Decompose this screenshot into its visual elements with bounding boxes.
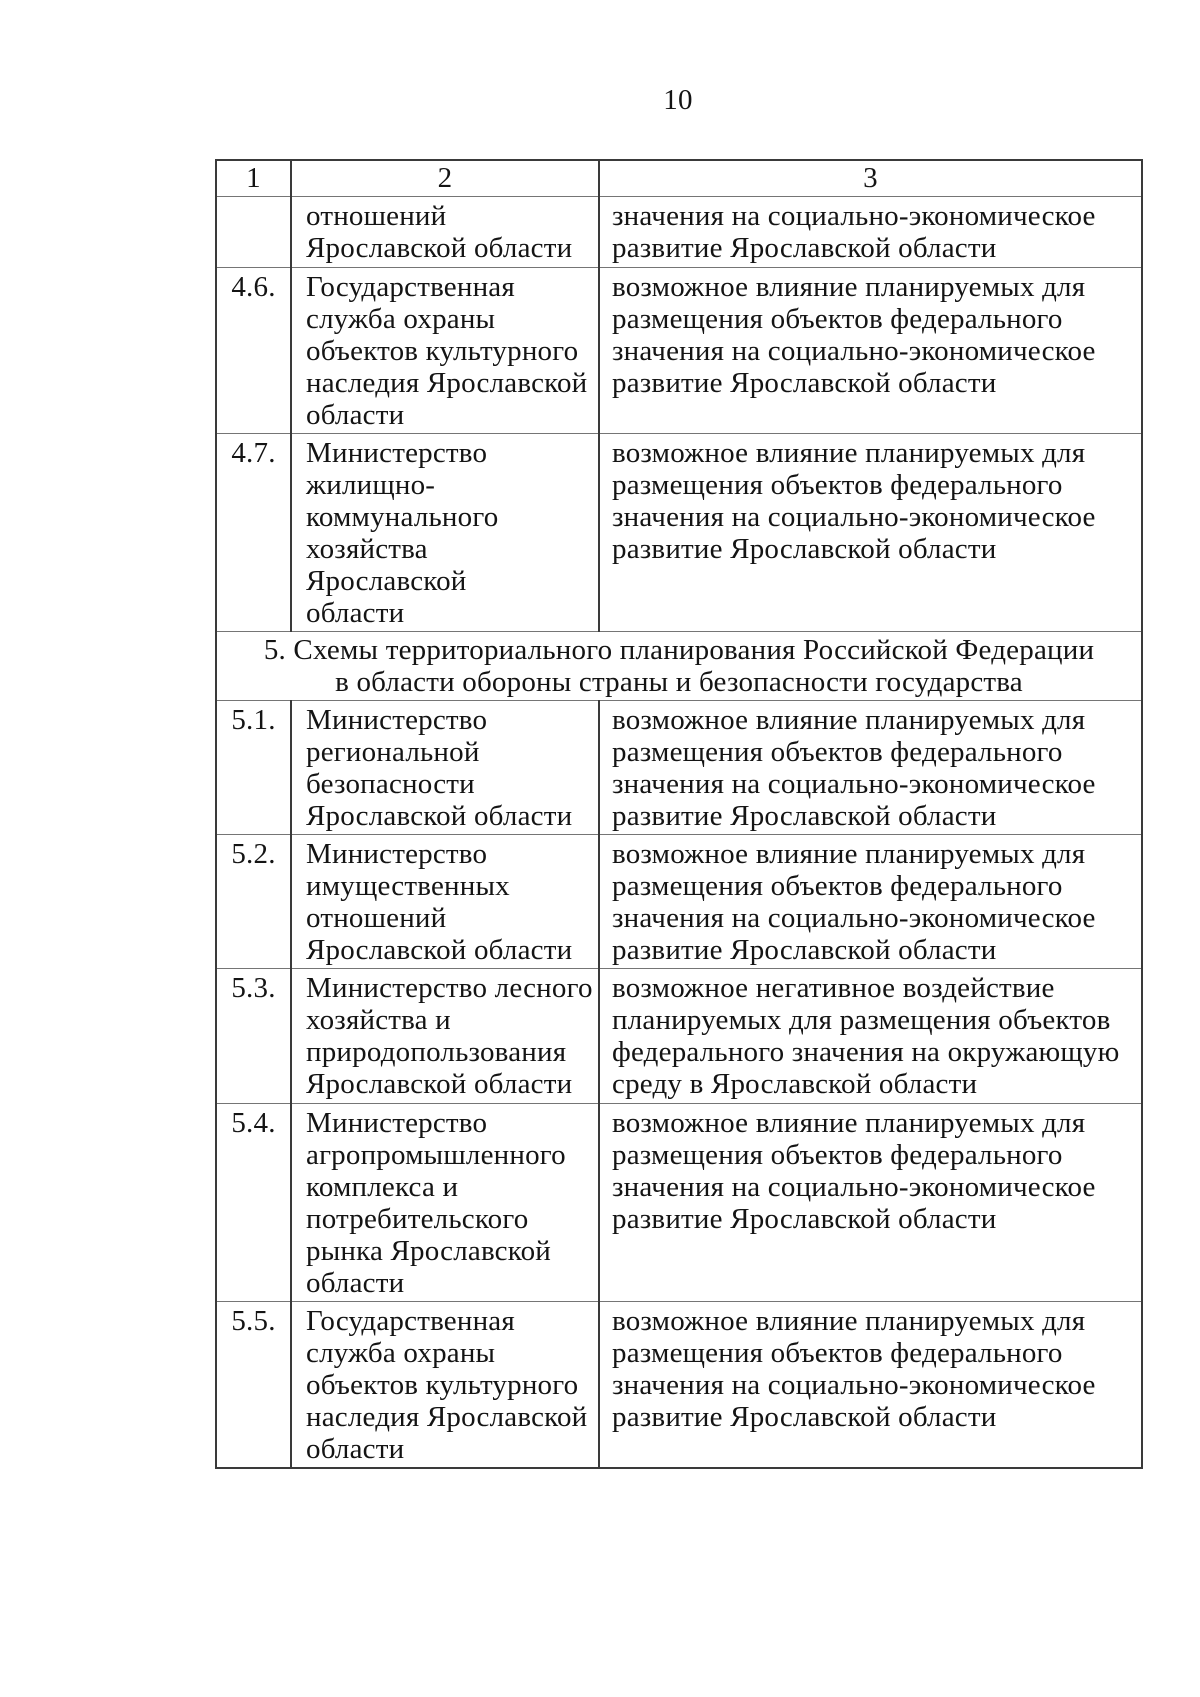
page-table: 1 2 3 отношений Ярославской области знач… [215, 159, 1143, 1469]
impact-cell: возможное влияние планируемых для размещ… [598, 1103, 1143, 1302]
row-number-cell: 5.1. [215, 700, 292, 835]
organization-cell: Министерство лесного хозяйства и природо… [290, 968, 600, 1104]
impact-cell: возможное влияние планируемых для размещ… [598, 433, 1143, 632]
table-row: 4.7. Министерство жилищно- коммунального… [215, 433, 1143, 632]
table-row: 4.6. Государственная служба охраны объек… [215, 267, 1143, 434]
row-number-cell: 5.3. [215, 968, 292, 1104]
table-row: 5.1. Министерство региональной безопасно… [215, 700, 1143, 835]
section-header-row: 5. Схемы территориального планирования Р… [215, 631, 1143, 701]
section-header-cell: 5. Схемы территориального планирования Р… [215, 631, 1143, 701]
impact-cell: возможное негативное воздействие планиру… [598, 968, 1143, 1104]
table-row: 5.2. Министерство имущественных отношени… [215, 834, 1143, 969]
row-number-cell: 5.2. [215, 834, 292, 969]
table-row: 5.3. Министерство лесного хозяйства и пр… [215, 968, 1143, 1104]
organization-cell: Государственная служба охраны объектов к… [290, 1301, 600, 1469]
impact-cell: возможное влияние планируемых для размещ… [598, 1301, 1143, 1469]
impact-cell: возможное влияние планируемых для размещ… [598, 700, 1143, 835]
organization-cell: Министерство региональной безопасности Я… [290, 700, 600, 835]
impact-cell: значения на социально-экономическое разв… [598, 196, 1143, 268]
row-number-cell: 5.5. [215, 1301, 292, 1469]
row-number-cell: 5.4. [215, 1103, 292, 1302]
organization-cell: отношений Ярославской области [290, 196, 600, 268]
column-header-1: 1 [215, 159, 292, 197]
page-number: 10 [663, 84, 693, 116]
table-row: 5.5. Государственная служба охраны объек… [215, 1301, 1143, 1469]
row-number-cell: 4.6. [215, 267, 292, 434]
organization-cell: Министерство имущественных отношений Яро… [290, 834, 600, 969]
organization-cell: Министерство жилищно- коммунального хозя… [290, 433, 600, 632]
table-row: отношений Ярославской области значения н… [215, 196, 1143, 268]
column-header-3: 3 [598, 159, 1143, 197]
row-number-cell: 4.7. [215, 433, 292, 632]
organization-cell: Государственная служба охраны объектов к… [290, 267, 600, 434]
impact-cell: возможное влияние планируемых для размещ… [598, 267, 1143, 434]
row-number-cell [215, 196, 292, 268]
table-row: 5.4. Министерство агропромышленного комп… [215, 1103, 1143, 1302]
column-header-2: 2 [290, 159, 600, 197]
table-header-row: 1 2 3 [215, 159, 1143, 197]
impact-cell: возможное влияние планируемых для размещ… [598, 834, 1143, 969]
organization-cell: Министерство агропромышленного комплекса… [290, 1103, 600, 1302]
